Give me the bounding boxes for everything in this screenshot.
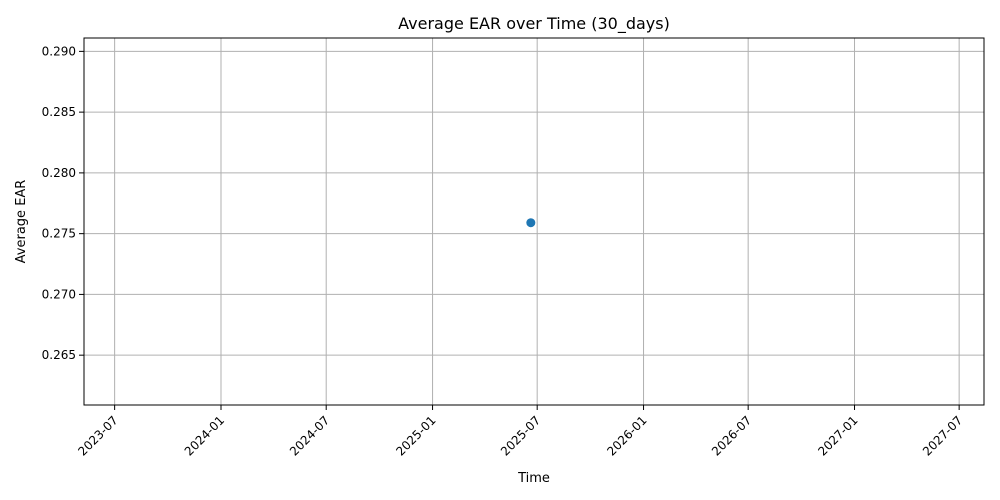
- y-tick-label: 0.280: [42, 166, 76, 180]
- grid: [84, 38, 984, 405]
- data-point: [526, 218, 536, 228]
- y-tick-label: 0.265: [42, 348, 76, 362]
- data-points: [526, 218, 536, 228]
- y-axis-label: Average EAR: [14, 180, 29, 264]
- chart-title: Average EAR over Time (30_days): [398, 14, 670, 34]
- y-tick-label: 0.270: [42, 287, 76, 301]
- plot-frame: [83, 37, 985, 406]
- y-tick-label: 0.290: [42, 44, 76, 58]
- y-tick-label: 0.285: [42, 105, 76, 119]
- x-axis-label: Time: [517, 471, 550, 486]
- y-tick-label: 0.275: [42, 227, 76, 241]
- y-axis-ticks: 0.265 0.270 0.275 0.280 0.285 0.290: [42, 44, 84, 362]
